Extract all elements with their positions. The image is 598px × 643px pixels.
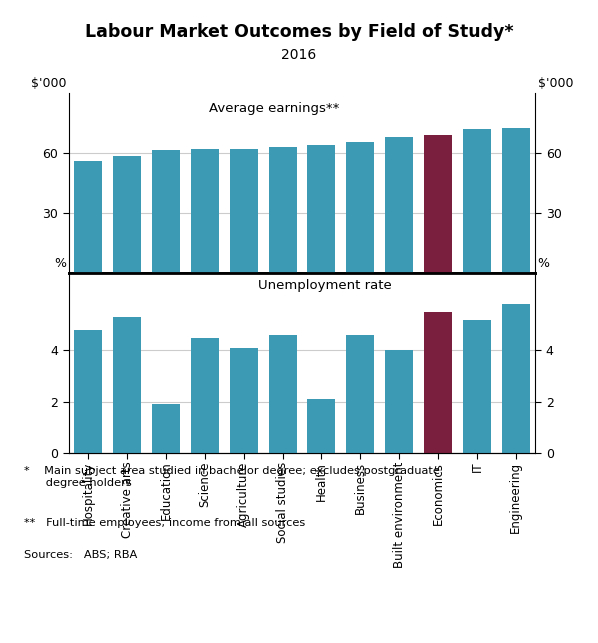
- Bar: [269, 147, 297, 273]
- Text: %: %: [538, 257, 550, 269]
- Bar: [269, 335, 297, 453]
- Bar: [346, 335, 374, 453]
- Bar: [307, 145, 335, 273]
- Bar: [230, 149, 258, 273]
- Bar: [307, 399, 335, 453]
- Bar: [463, 129, 491, 273]
- Bar: [152, 150, 180, 273]
- Text: $'000: $'000: [31, 77, 66, 89]
- Text: %: %: [54, 257, 66, 269]
- Bar: [463, 320, 491, 453]
- Bar: [502, 304, 530, 453]
- Text: Sources:   ABS; RBA: Sources: ABS; RBA: [24, 550, 137, 560]
- Bar: [385, 350, 413, 453]
- Text: 2016: 2016: [282, 48, 316, 62]
- Bar: [502, 128, 530, 273]
- Bar: [74, 330, 102, 453]
- Bar: [113, 156, 141, 273]
- Text: Unemployment rate: Unemployment rate: [258, 278, 392, 292]
- Bar: [191, 338, 219, 453]
- Bar: [191, 149, 219, 273]
- Bar: [74, 161, 102, 273]
- Text: Average earnings**: Average earnings**: [209, 102, 339, 115]
- Bar: [230, 348, 258, 453]
- Bar: [424, 135, 452, 273]
- Text: $'000: $'000: [538, 77, 573, 89]
- Text: **   Full-time employees; income from all sources: ** Full-time employees; income from all …: [24, 518, 305, 528]
- Bar: [385, 137, 413, 273]
- Text: Labour Market Outcomes by Field of Study*: Labour Market Outcomes by Field of Study…: [85, 23, 513, 41]
- Bar: [424, 312, 452, 453]
- Text: *    Main subject area studied in bachelor degree; excludes postgraduate
      d: * Main subject area studied in bachelor …: [24, 466, 440, 488]
- Bar: [152, 404, 180, 453]
- Bar: [346, 142, 374, 273]
- Bar: [113, 317, 141, 453]
